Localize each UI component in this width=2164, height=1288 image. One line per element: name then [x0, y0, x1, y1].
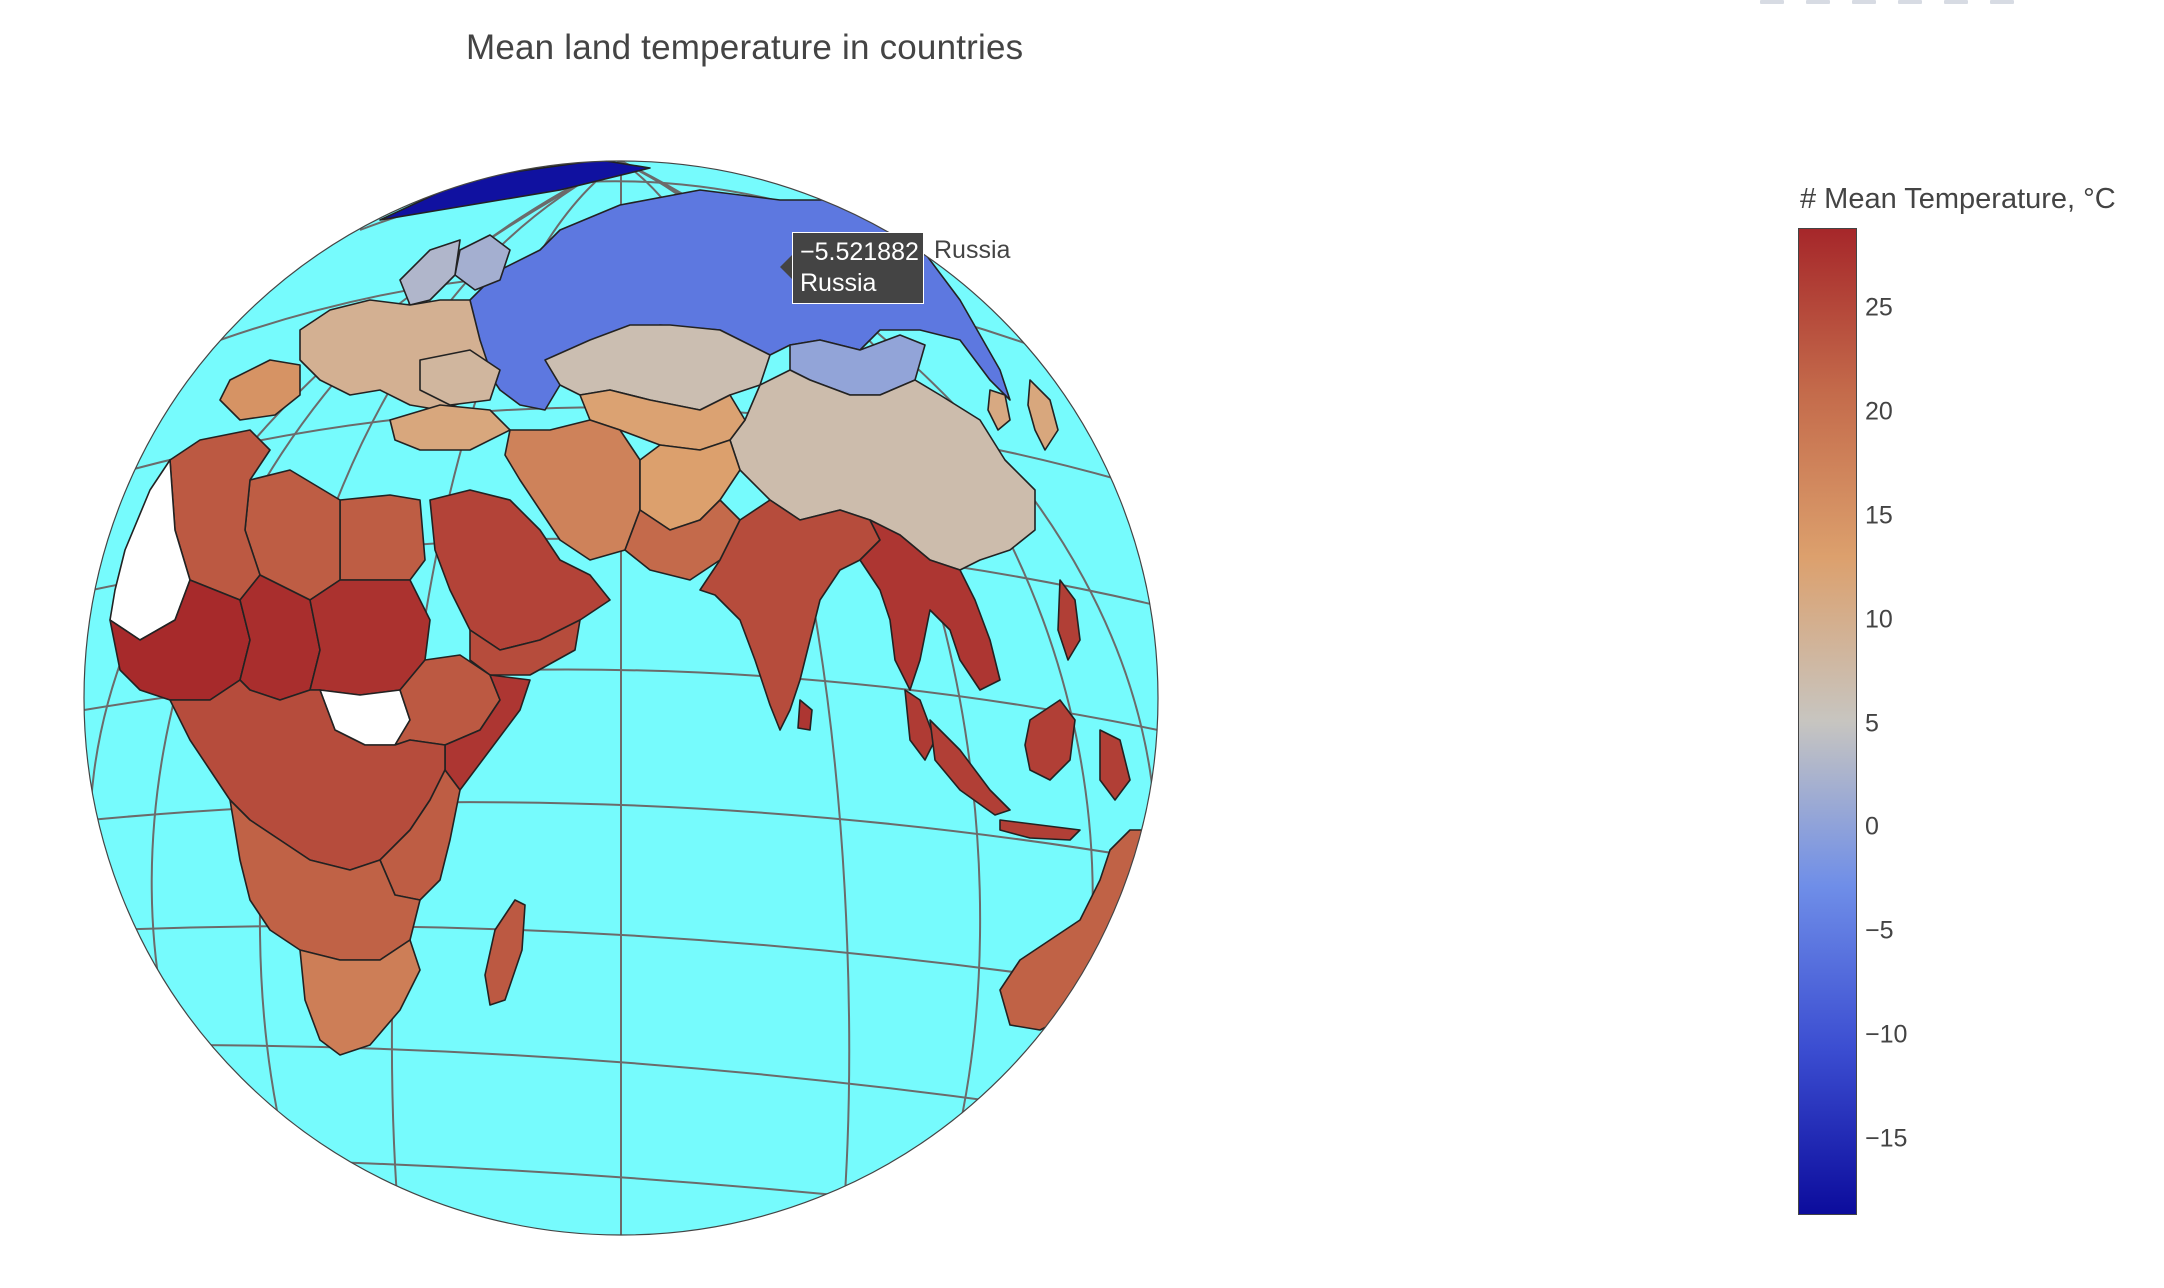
country-india[interactable]	[699, 499, 881, 731]
country-ukraine[interactable]	[419, 349, 501, 406]
camera-icon[interactable]	[1760, 0, 1784, 4]
countries[interactable]	[109, 160, 1151, 1056]
zoom-icon[interactable]	[1806, 0, 1830, 4]
colorbar-tick-label: −5	[1865, 916, 1894, 945]
country-saudi-arabia[interactable]	[429, 489, 611, 651]
chart-title: Mean land temperature in countries	[466, 28, 1024, 67]
colorbar-tick-label: 15	[1865, 501, 1893, 530]
country-korea[interactable]	[987, 389, 1011, 431]
colorbar-tick-label: 5	[1865, 709, 1879, 738]
tooltip-pointer	[780, 254, 793, 280]
country-yemen[interactable]	[469, 619, 581, 676]
pan-icon[interactable]	[1852, 0, 1876, 4]
colorbar-tick-label: −10	[1865, 1020, 1908, 1049]
modebar[interactable]	[1760, 0, 2160, 6]
colorbar-tick-label: 20	[1865, 397, 1893, 426]
colorbar-title: # Mean Temperature, °C	[1800, 183, 2116, 215]
tooltip-trace-name: Russia	[934, 236, 1011, 264]
tooltip-value: −5.521882	[800, 238, 919, 266]
country-china[interactable]	[729, 369, 1036, 571]
country-egypt[interactable]	[339, 494, 426, 581]
country-angola[interactable]	[229, 799, 421, 961]
country-southeast-asia[interactable]	[859, 519, 1001, 691]
zoom-out-icon[interactable]	[1944, 0, 1968, 4]
reset-view-icon[interactable]	[1990, 0, 2014, 4]
globe-outline	[83, 160, 1159, 1236]
country-japan[interactable]	[1027, 379, 1059, 451]
country-indonesia-sumatra[interactable]	[929, 719, 1011, 816]
country-indonesia-east[interactable]	[1099, 729, 1131, 801]
colorbar-tick-label: 10	[1865, 605, 1893, 634]
country-madagascar[interactable]	[484, 899, 526, 1006]
country-iberia[interactable]	[219, 359, 301, 421]
country-sri-lanka[interactable]	[797, 699, 813, 731]
country-indonesia-java[interactable]	[999, 819, 1081, 841]
country-turkey[interactable]	[389, 404, 511, 451]
colorbar-tick-label: 25	[1865, 293, 1893, 322]
tooltip: −5.521882 Russia	[792, 232, 924, 304]
colorbar-gradient	[1799, 229, 1856, 1214]
colorbar	[1798, 228, 1857, 1215]
country-indonesia-borneo[interactable]	[1024, 699, 1076, 781]
tooltip-location: Russia	[800, 269, 877, 297]
colorbar-tick-label: −15	[1865, 1124, 1908, 1153]
colorbar-tick-label: 0	[1865, 812, 1879, 841]
zoom-in-icon[interactable]	[1898, 0, 1922, 4]
country-south-africa[interactable]	[299, 939, 421, 1056]
country-malaysia[interactable]	[904, 689, 936, 761]
country-philippines[interactable]	[1057, 579, 1081, 661]
